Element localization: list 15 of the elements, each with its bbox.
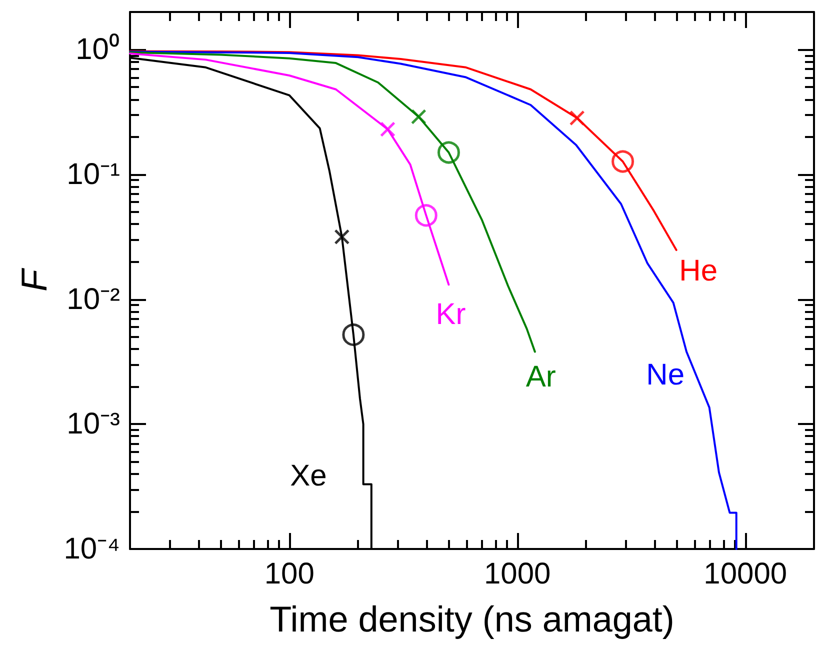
x-tick-label: 100 (264, 558, 314, 590)
x-axis-title: Time density (ns amagat) (270, 598, 674, 640)
series-label: Kr (436, 298, 466, 332)
x-tick-label: 1000 (484, 558, 551, 590)
y-tick-label: 10⁻² (66, 282, 120, 316)
y-tick-label: 10⁰ (76, 33, 120, 66)
y-tick-label: 10⁻¹ (66, 158, 120, 191)
y-tick-label: 10⁻³ (66, 408, 120, 441)
y-axis-title: F (14, 268, 54, 292)
x-tick-label: 10000 (704, 558, 788, 590)
series-label: He (679, 254, 718, 288)
series-label: Xe (290, 460, 327, 492)
y-tick-label: 10⁻⁴ (64, 532, 120, 566)
series-label: Ne (646, 358, 685, 392)
series-label: Ar (526, 360, 556, 394)
